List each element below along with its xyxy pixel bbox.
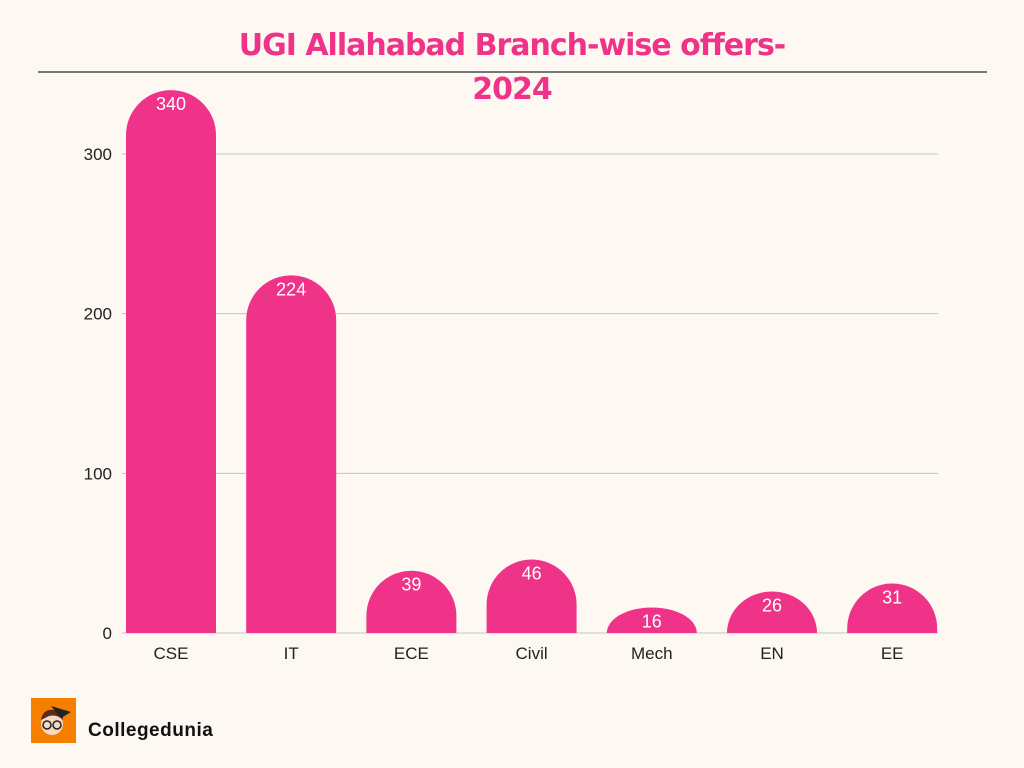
x-tick-label: Mech <box>631 644 673 663</box>
data-label: 31 <box>882 588 902 608</box>
x-tick-label: ECE <box>394 644 429 663</box>
x-tick-label: IT <box>284 644 299 663</box>
data-label: 16 <box>642 611 662 631</box>
bar <box>486 559 577 633</box>
x-tick-label: Civil <box>516 644 548 663</box>
bar <box>847 583 938 633</box>
data-label: 39 <box>401 575 421 595</box>
data-label: 224 <box>276 279 306 299</box>
y-tick-label: 200 <box>84 305 112 324</box>
title-divider <box>38 71 987 73</box>
chart-title-line2: 2024 <box>472 72 553 107</box>
x-tick-label: CSE <box>154 644 189 663</box>
collegedunia-logo-icon <box>31 698 76 743</box>
y-tick-label: 0 <box>103 624 112 643</box>
y-tick-label: 300 <box>84 145 112 164</box>
bar <box>606 607 697 633</box>
x-tick-label: EN <box>760 644 784 663</box>
data-label: 46 <box>522 564 542 584</box>
x-tick-label: EE <box>881 644 904 663</box>
chart-title: UGI Allahabad Branch-wise offers- <box>238 28 787 63</box>
bar <box>727 591 817 633</box>
brand-name: Collegedunia <box>88 720 214 741</box>
bar <box>126 90 216 633</box>
data-label: 26 <box>762 595 782 615</box>
bar <box>246 275 337 633</box>
y-tick-label: 100 <box>84 464 112 483</box>
bar <box>366 570 457 633</box>
data-label: 340 <box>156 94 186 114</box>
